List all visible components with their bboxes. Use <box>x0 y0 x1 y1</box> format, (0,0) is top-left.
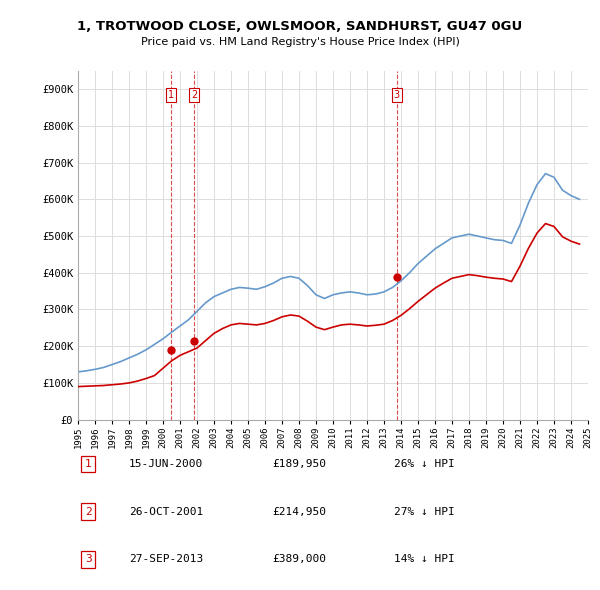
Text: 3: 3 <box>394 90 400 100</box>
Text: £389,000: £389,000 <box>272 554 326 564</box>
Text: 27% ↓ HPI: 27% ↓ HPI <box>394 507 455 517</box>
Text: 1: 1 <box>167 90 174 100</box>
Text: 1, TROTWOOD CLOSE, OWLSMOOR, SANDHURST, GU47 0GU: 1, TROTWOOD CLOSE, OWLSMOOR, SANDHURST, … <box>77 20 523 33</box>
Text: 2: 2 <box>191 90 197 100</box>
Text: 1: 1 <box>85 459 92 469</box>
Text: 15-JUN-2000: 15-JUN-2000 <box>129 459 203 469</box>
Text: £214,950: £214,950 <box>272 507 326 517</box>
Text: 14% ↓ HPI: 14% ↓ HPI <box>394 554 455 564</box>
Text: £189,950: £189,950 <box>272 459 326 469</box>
Text: 27-SEP-2013: 27-SEP-2013 <box>129 554 203 564</box>
Text: 26% ↓ HPI: 26% ↓ HPI <box>394 459 455 469</box>
Text: 26-OCT-2001: 26-OCT-2001 <box>129 507 203 517</box>
Text: 2: 2 <box>85 507 92 517</box>
Text: 3: 3 <box>85 554 92 564</box>
Text: Price paid vs. HM Land Registry's House Price Index (HPI): Price paid vs. HM Land Registry's House … <box>140 38 460 47</box>
